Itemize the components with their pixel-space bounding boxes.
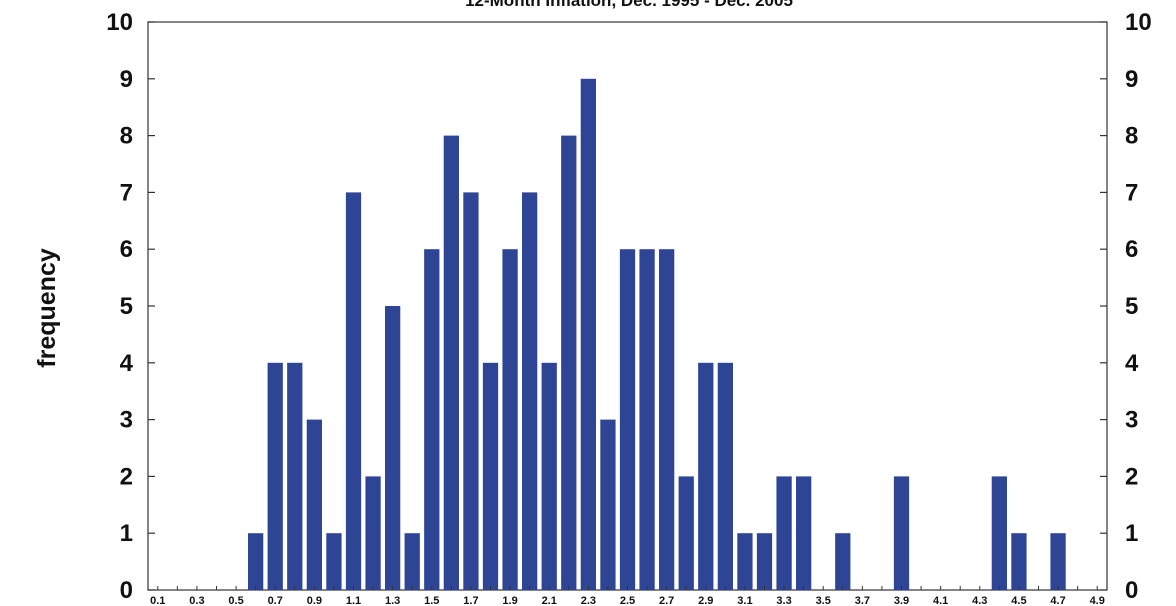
- y-tick-label: 5: [120, 293, 133, 320]
- right-y-tick-label: 5: [1125, 293, 1138, 320]
- right-y-tick-label: 2: [1125, 463, 1138, 490]
- bar: [991, 476, 1007, 590]
- x-tick-label: 3.5: [816, 595, 831, 606]
- bar: [482, 362, 499, 590]
- bar: [776, 476, 792, 590]
- bar: [835, 533, 851, 590]
- y-tick-label: 8: [120, 123, 133, 150]
- bar: [267, 362, 283, 590]
- bar: [1011, 533, 1027, 590]
- x-tick-label: 0.9: [307, 595, 322, 606]
- bar: [678, 476, 694, 590]
- right-y-tick-label: 3: [1125, 407, 1138, 434]
- x-tick-label: 0.5: [228, 595, 243, 606]
- x-tick-label: 0.3: [189, 595, 204, 606]
- x-tick-label: 0.7: [268, 595, 283, 606]
- bar: [463, 192, 479, 590]
- bar: [306, 419, 322, 590]
- bar: [561, 135, 577, 590]
- x-tick-label: 2.9: [698, 595, 713, 606]
- bar: [698, 362, 714, 590]
- x-tick-label: 0.1: [150, 595, 165, 606]
- right-y-tick-label: 10: [1125, 9, 1152, 36]
- bar: [600, 419, 616, 590]
- bar: [639, 249, 655, 590]
- y-tick-label: 3: [120, 407, 133, 434]
- x-axis: 0.1 0.3 0.5 0.7 0.9 1.1 1.3 1.5 1.7 1.9 2.1 2.3 2.5 2…: [150, 586, 1105, 606]
- x-tick-label: 3.9: [894, 595, 909, 606]
- x-tick-label: 1.7: [463, 595, 478, 606]
- y-tick-label: 4: [120, 350, 134, 377]
- bar: [345, 192, 362, 590]
- y-tick-label: 7: [120, 179, 133, 206]
- bar: [893, 476, 910, 590]
- x-tick-label: 4.5: [1011, 595, 1026, 606]
- chart-title: 12-Month Inflation, Dec. 1995 - Dec. 200…: [465, 0, 793, 10]
- y-tick-label: 10: [106, 9, 133, 36]
- x-tick-label: 4.7: [1050, 595, 1065, 606]
- right-y-tick-label: 9: [1125, 66, 1138, 93]
- x-tick-label: 2.5: [620, 595, 635, 606]
- bar: [404, 533, 420, 590]
- right-y-tick-label: 7: [1125, 179, 1138, 206]
- x-tick-label: 4.9: [1090, 595, 1105, 606]
- y-tick-label: 0: [120, 577, 133, 604]
- bar: [580, 78, 596, 591]
- x-tick-label: 3.1: [737, 595, 752, 606]
- y-tick-label: 1: [120, 520, 133, 547]
- right-y-tick-label: 0: [1125, 577, 1138, 604]
- bar: [619, 249, 636, 590]
- bar: [737, 533, 753, 590]
- x-tick-label: 4.1: [933, 595, 948, 606]
- right-y-tick-label: 6: [1125, 236, 1138, 263]
- bar: [659, 249, 675, 590]
- bar: [385, 306, 401, 590]
- x-tick-label: 1.1: [346, 595, 361, 606]
- right-y-axis: 0 1 2 3 4 5 6 7 8 9 10: [1100, 9, 1152, 604]
- right-y-tick-label: 4: [1125, 350, 1139, 377]
- bar: [541, 362, 557, 590]
- x-tick-label: 2.3: [581, 595, 596, 606]
- bar: [522, 192, 538, 590]
- right-y-tick-label: 1: [1125, 520, 1138, 547]
- right-y-tick-label: 8: [1125, 123, 1138, 150]
- bar: [796, 476, 812, 590]
- bar: [756, 533, 773, 590]
- bar: [326, 533, 342, 590]
- bars-group: [248, 78, 1066, 591]
- bar: [502, 249, 518, 590]
- x-tick-label: 1.5: [424, 595, 439, 606]
- bar: [1050, 533, 1066, 590]
- x-tick-label: 4.3: [972, 595, 987, 606]
- x-tick-label: 3.7: [855, 595, 870, 606]
- x-tick-label: 1.3: [385, 595, 400, 606]
- y-tick-label: 6: [120, 236, 133, 263]
- bar: [248, 533, 264, 590]
- y-axis-label: frequency: [33, 248, 61, 368]
- bar: [717, 362, 733, 590]
- left-y-axis: 0 1 2 3 4 5 6 7 8 9 10: [106, 9, 155, 604]
- y-tick-label: 9: [120, 66, 133, 93]
- bar: [365, 476, 381, 590]
- y-tick-label: 2: [120, 463, 133, 490]
- bar: [287, 362, 303, 590]
- x-tick-label: 1.9: [502, 595, 517, 606]
- x-tick-label: 2.1: [542, 595, 557, 606]
- bar: [424, 249, 440, 590]
- x-tick-label: 3.3: [776, 595, 791, 606]
- x-tick-label: 2.7: [659, 595, 674, 606]
- bar: [443, 135, 459, 590]
